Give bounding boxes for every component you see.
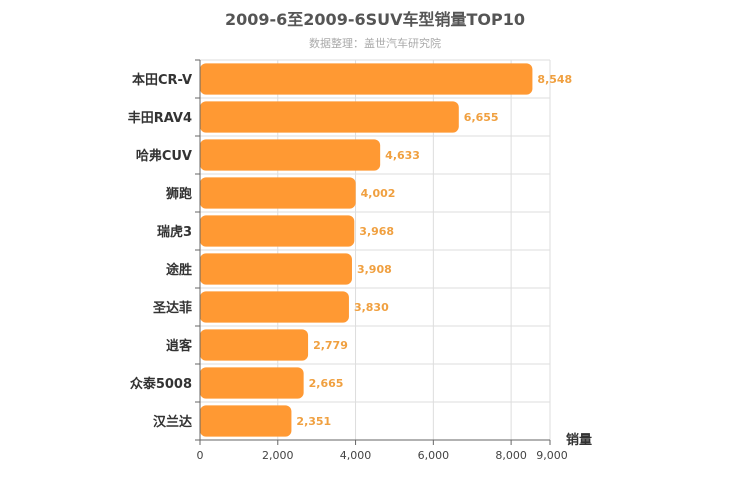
category-label: 本田CR-V [132, 72, 192, 88]
bar-value-label: 3,968 [359, 225, 394, 238]
bar [200, 177, 356, 209]
chart-subtitle: 数据整理：盖世汽车研究院 [309, 37, 441, 50]
bar [200, 63, 533, 95]
x-tick-label: 6,000 [418, 449, 450, 462]
bar-value-label: 2,665 [309, 377, 344, 390]
bar [200, 405, 292, 437]
x-tick-label: 4,000 [340, 449, 372, 462]
category-label: 丰田RAV4 [128, 110, 192, 126]
bar-value-label: 2,779 [313, 339, 348, 352]
axes [195, 59, 551, 445]
bars [200, 63, 533, 437]
bar-value-label: 4,633 [385, 149, 420, 162]
bar [200, 291, 349, 323]
bar-value-label: 6,655 [464, 111, 499, 124]
bar-value-label: 2,351 [296, 415, 331, 428]
category-label: 逍客 [166, 338, 193, 354]
bar [200, 101, 459, 133]
x-tick-label: 8,000 [495, 449, 527, 462]
category-label: 哈弗CUV [136, 148, 192, 164]
chart-title: 2009-6至2009-6SUV车型销量TOP10 [224, 10, 526, 29]
x-tick-label: 0 [197, 449, 204, 462]
bar [200, 139, 381, 171]
category-label: 瑞虎3 [157, 224, 192, 240]
x-tick-label: 9,000 [536, 449, 568, 462]
category-label: 汉兰达 [153, 414, 192, 430]
category-label: 圣达菲 [153, 300, 192, 316]
x-tick-label: 2,000 [262, 449, 294, 462]
category-label: 狮跑 [165, 186, 192, 202]
labels: 8,548 本田CR-V 6,655 丰田RAV4 4,633 哈弗CUV 4,002 狮跑 3… [128, 72, 573, 462]
bar [200, 329, 309, 361]
bar-value-label: 3,908 [357, 263, 392, 276]
category-label: 众泰5008 [130, 376, 192, 392]
bar [200, 367, 304, 399]
x-axis-title: 销量 [566, 432, 592, 448]
bar [200, 215, 355, 247]
bar [200, 253, 352, 285]
bar-value-label: 3,830 [354, 301, 389, 314]
category-label: 途胜 [166, 262, 192, 278]
bar-value-label: 8,548 [537, 73, 572, 86]
bar-value-label: 4,002 [361, 187, 396, 200]
